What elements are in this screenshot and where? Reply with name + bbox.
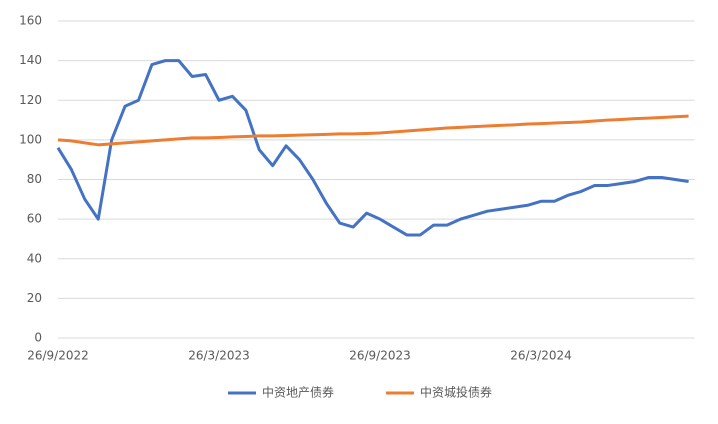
- x-tick-label: 26/3/2023: [188, 349, 250, 363]
- y-tick-label: 80: [27, 172, 42, 186]
- x-tick-label: 26/9/2022: [27, 349, 89, 363]
- y-tick-label: 40: [27, 251, 42, 265]
- y-tick-label: 20: [27, 291, 42, 305]
- y-tick-label: 0: [34, 331, 42, 345]
- x-tick-label: 26/9/2023: [349, 349, 411, 363]
- y-tick-label: 100: [19, 132, 42, 146]
- legend-label: 中资城投债券: [420, 385, 492, 400]
- y-tick-label: 120: [19, 93, 42, 107]
- y-tick-label: 140: [19, 53, 42, 67]
- x-tick-label: 26/3/2024: [510, 349, 572, 363]
- legend-label: 中资地产债券: [262, 385, 334, 400]
- series-line: [56, 59, 689, 237]
- y-tick-label: 60: [27, 212, 42, 226]
- y-tick-label: 160: [19, 14, 42, 28]
- series-line: [57, 114, 689, 147]
